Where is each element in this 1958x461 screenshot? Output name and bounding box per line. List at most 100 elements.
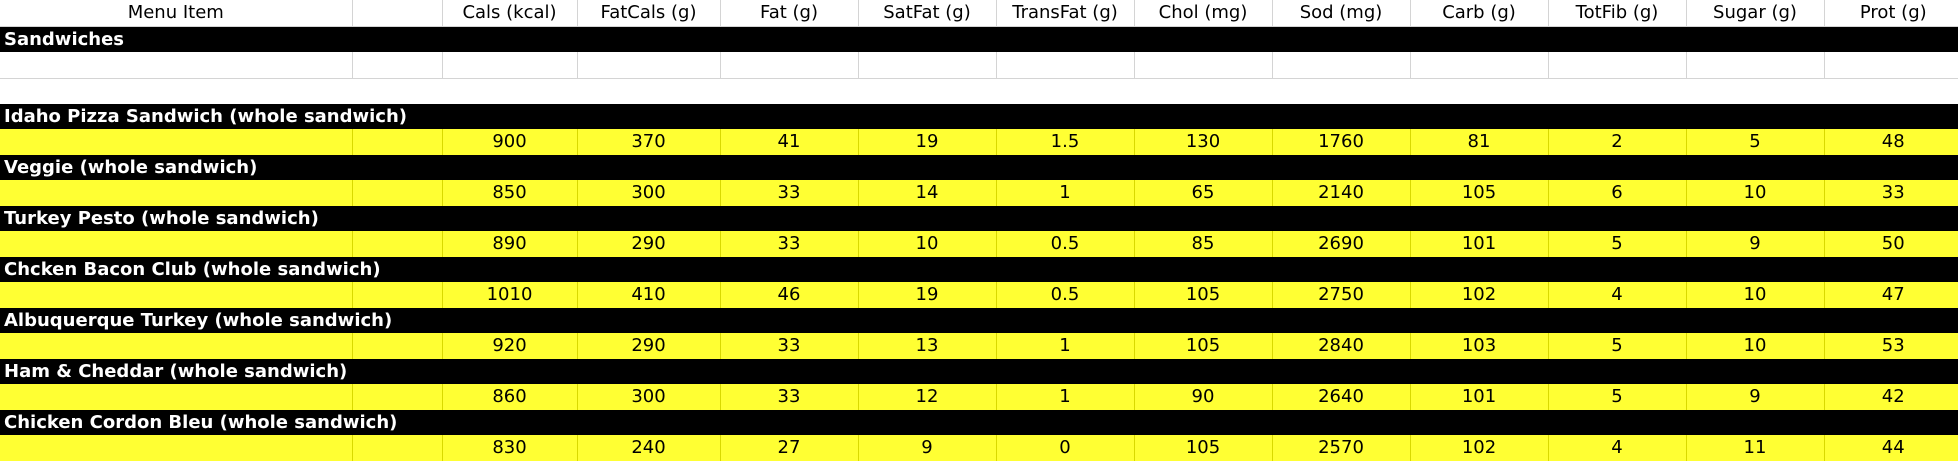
column-header: Chol (mg) [1134,0,1272,27]
value-cell: 85 [1134,231,1272,257]
value-cell: 10 [1686,333,1824,359]
empty-cell [0,52,352,78]
value-cell: 2570 [1272,435,1410,461]
value-cell: 65 [1134,180,1272,206]
value-cell: 44 [1824,435,1958,461]
value-cell: 240 [577,435,720,461]
value-cell: 850 [442,180,577,206]
value-cell: 2 [1548,129,1686,155]
value-cell: 860 [442,384,577,410]
value-cell: 53 [1824,333,1958,359]
value-cell: 5 [1548,384,1686,410]
empty-cell [352,384,442,410]
value-cell: 105 [1134,282,1272,308]
value-cell: 9 [1686,384,1824,410]
column-header: SatFat (g) [858,0,996,27]
value-cell: 5 [1548,333,1686,359]
column-header: Sod (mg) [1272,0,1410,27]
value-cell: 9 [1686,231,1824,257]
item-name-row: Chcken Bacon Club (whole sandwich) [0,257,1958,282]
column-header: FatCals (g) [577,0,720,27]
value-cell: 102 [1410,435,1548,461]
empty-cell [577,52,720,78]
column-header: TransFat (g) [996,0,1134,27]
value-cell: 33 [1824,180,1958,206]
empty-cell [0,78,1958,104]
empty-cell [1686,52,1824,78]
empty-cell [352,52,442,78]
value-cell: 9 [858,435,996,461]
section-title: Sandwiches [0,27,1958,53]
empty-cell [720,52,858,78]
value-cell: 33 [720,180,858,206]
column-header: Carb (g) [1410,0,1548,27]
column-header: Prot (g) [1824,0,1958,27]
value-cell: 410 [577,282,720,308]
value-cell: 105 [1134,333,1272,359]
value-cell: 1 [996,384,1134,410]
item-name: Albuquerque Turkey (whole sandwich) [0,308,1958,333]
value-cell: 300 [577,384,720,410]
empty-cell [1272,52,1410,78]
value-cell: 10 [1686,180,1824,206]
value-cell: 1.5 [996,129,1134,155]
value-cell: 14 [858,180,996,206]
column-header: Cals (kcal) [442,0,577,27]
empty-cell [442,52,577,78]
item-name: Chicken Cordon Bleu (whole sandwich) [0,410,1958,435]
value-cell: 920 [442,333,577,359]
section-header-row: Sandwiches [0,27,1958,53]
value-cell: 2840 [1272,333,1410,359]
value-cell: 101 [1410,231,1548,257]
value-cell: 6 [1548,180,1686,206]
spacer-row [0,52,1958,78]
empty-cell [0,333,352,359]
value-cell: 0.5 [996,282,1134,308]
value-cell: 1760 [1272,129,1410,155]
item-name: Ham & Cheddar (whole sandwich) [0,359,1958,384]
table-body: Sandwiches Idaho Pizza Sandwich (whole s… [0,27,1958,461]
item-name: Turkey Pesto (whole sandwich) [0,206,1958,231]
value-cell: 10 [1686,282,1824,308]
value-cell: 370 [577,129,720,155]
value-cell: 4 [1548,282,1686,308]
value-cell: 290 [577,231,720,257]
empty-cell [1134,52,1272,78]
value-cell: 33 [720,333,858,359]
value-cell: 2750 [1272,282,1410,308]
value-cell: 0.5 [996,231,1134,257]
value-cell: 11 [1686,435,1824,461]
value-cell: 81 [1410,129,1548,155]
value-cell: 830 [442,435,577,461]
value-cell: 10 [858,231,996,257]
item-name-row: Chicken Cordon Bleu (whole sandwich) [0,410,1958,435]
value-cell: 4 [1548,435,1686,461]
value-cell: 13 [858,333,996,359]
item-name-row: Ham & Cheddar (whole sandwich) [0,359,1958,384]
value-cell: 1 [996,333,1134,359]
value-cell: 50 [1824,231,1958,257]
value-cell: 2690 [1272,231,1410,257]
empty-cell [352,435,442,461]
item-name-row: Veggie (whole sandwich) [0,155,1958,180]
value-cell: 105 [1410,180,1548,206]
empty-cell [0,231,352,257]
item-name-row: Turkey Pesto (whole sandwich) [0,206,1958,231]
empty-cell [352,282,442,308]
column-header: Fat (g) [720,0,858,27]
value-cell: 130 [1134,129,1272,155]
empty-cell [0,282,352,308]
empty-cell [1410,52,1548,78]
empty-cell [352,129,442,155]
item-name-row: Idaho Pizza Sandwich (whole sandwich) [0,104,1958,129]
value-cell: 290 [577,333,720,359]
item-name: Veggie (whole sandwich) [0,155,1958,180]
value-cell: 5 [1548,231,1686,257]
